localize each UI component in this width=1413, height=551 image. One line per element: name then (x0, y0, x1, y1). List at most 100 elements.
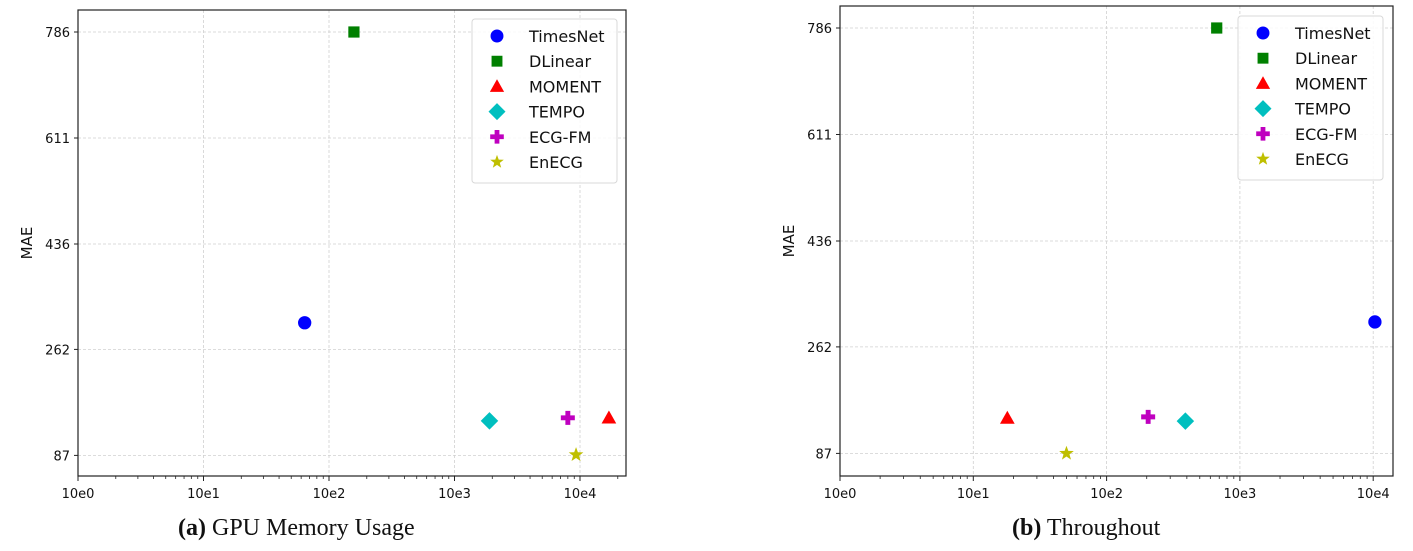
y-tick-label: 436 (45, 238, 70, 253)
legend-item-tempo: TEMPO (1254, 100, 1351, 119)
x-axis: 10e0 10e1 10e2 10e3 10e4 (824, 476, 1390, 500)
y-tick-label: 436 (807, 235, 832, 250)
caption-text: Throughout (1046, 515, 1161, 541)
legend-label: EnECG (529, 153, 583, 172)
y-tick-label: 786 (807, 22, 832, 37)
caption-gpu-memory: (a) GPU Memory Usage (178, 515, 415, 542)
legend-label: DLinear (529, 52, 591, 71)
legend-label: TEMPO (528, 103, 585, 122)
legend-label: MOMENT (529, 77, 601, 96)
y-axis: 87 262 436 611 786 (807, 22, 840, 462)
legend: TimesNet DLinear MOMENT TEMPO ECG-FM EnECG (471, 18, 618, 184)
x-tick-label: 10e4 (1357, 487, 1390, 500)
legend-label: ECG-FM (1295, 125, 1357, 144)
legend-label: MOMENT (1295, 74, 1367, 93)
y-axis-label: MAE (780, 225, 798, 258)
y-axis-label: MAE (18, 227, 36, 260)
y-tick-label: 262 (807, 341, 832, 356)
data-point-tempo (1176, 412, 1195, 430)
circle-marker-icon (298, 316, 312, 330)
diamond-marker-icon (480, 412, 499, 430)
diamond-marker-icon (1176, 412, 1195, 430)
legend-item-ecg-fm: ECG-FM (1256, 125, 1357, 144)
star-marker-icon (490, 154, 504, 168)
y-tick-label: 87 (53, 449, 70, 464)
diamond-marker-icon (488, 103, 506, 121)
square-marker-icon (348, 26, 360, 38)
x-tick-label: 10e0 (62, 487, 95, 500)
legend-item-enecg: EnECG (490, 153, 583, 172)
legend-item-dlinear: DLinear (1257, 49, 1357, 68)
data-points (999, 22, 1382, 460)
plus-marker-icon (1256, 127, 1270, 141)
caption-label: (a) (178, 515, 206, 541)
data-point-moment (601, 410, 617, 424)
x-tick-label: 10e2 (1090, 487, 1123, 500)
y-tick-label: 786 (45, 26, 70, 41)
legend-label: TimesNet (1294, 24, 1371, 43)
legend-item-ecg-fm: ECG-FM (490, 128, 591, 147)
legend-label: TimesNet (528, 27, 605, 46)
data-point-enecg (1059, 445, 1074, 460)
x-tick-label: 10e1 (957, 487, 990, 500)
circle-marker-icon (1368, 315, 1382, 329)
legend: TimesNet DLinear MOMENT TEMPO ECG-FM EnECG (1237, 15, 1384, 181)
square-marker-icon (1211, 22, 1223, 34)
caption-throughput: (b) Throughout (1012, 515, 1160, 542)
data-point-enecg (568, 447, 584, 462)
data-point-ecg-fm (1141, 409, 1156, 424)
circle-marker-icon (1256, 26, 1270, 40)
y-axis: 87 262 436 611 786 (45, 26, 78, 464)
data-point-dlinear (348, 26, 360, 38)
x-tick-label: 10e4 (564, 487, 597, 500)
grid (840, 6, 1393, 476)
data-point-moment (999, 410, 1015, 424)
panel-gpu-memory: 10e0 10e1 10e2 10e3 10e4 87 262 436 611 786 MAE Tim… (0, 0, 700, 551)
legend-item-timesnet: TimesNet (1256, 24, 1371, 43)
scatter-plot-gpu-memory: 10e0 10e1 10e2 10e3 10e4 87 262 436 611 786 MAE Tim… (18, 9, 627, 502)
plus-marker-icon (1141, 409, 1156, 424)
triangle-marker-icon (999, 410, 1015, 424)
square-marker-icon (491, 55, 503, 67)
y-tick-label: 611 (45, 132, 70, 147)
legend-item-enecg: EnECG (1256, 150, 1349, 169)
legend-item-moment: MOMENT (1255, 74, 1367, 93)
data-points (298, 26, 617, 462)
legend-label: DLinear (1295, 49, 1357, 68)
triangle-marker-icon (601, 410, 617, 424)
star-marker-icon (1059, 445, 1074, 460)
scatter-plot-throughput: 10e0 10e1 10e2 10e3 10e4 87 262 436 611 786 MAE Tim… (780, 5, 1394, 500)
legend-item-moment: MOMENT (489, 77, 601, 96)
x-axis: 10e0 10e1 10e2 10e3 10e4 (62, 476, 619, 502)
data-point-ecg-fm (560, 410, 575, 425)
caption-text: GPU Memory Usage (211, 515, 415, 541)
x-tick-label: 10e1 (187, 487, 220, 500)
triangle-marker-icon (1255, 76, 1271, 89)
data-point-dlinear (1211, 22, 1223, 34)
x-tick-label: 10e0 (824, 487, 857, 500)
plus-marker-icon (560, 410, 575, 425)
star-marker-icon (1256, 151, 1270, 165)
circle-marker-icon (490, 29, 504, 43)
triangle-marker-icon (489, 79, 505, 92)
y-tick-label: 611 (807, 129, 832, 144)
x-tick-label: 10e3 (438, 487, 471, 500)
star-marker-icon (568, 447, 584, 462)
caption-label: (b) (1012, 515, 1042, 541)
legend-item-dlinear: DLinear (491, 52, 591, 71)
x-tick-label: 10e2 (313, 487, 346, 500)
x-tick-label: 10e3 (1223, 487, 1256, 500)
diamond-marker-icon (1254, 100, 1272, 118)
y-tick-label: 262 (45, 343, 70, 358)
legend-label: TEMPO (1294, 100, 1351, 119)
data-point-timesnet (1368, 315, 1382, 329)
data-point-tempo (480, 412, 499, 430)
data-point-timesnet (298, 316, 312, 330)
legend-item-tempo: TEMPO (488, 103, 585, 122)
legend-label: EnECG (1295, 150, 1349, 169)
square-marker-icon (1257, 52, 1269, 64)
legend-item-timesnet: TimesNet (490, 27, 605, 46)
plus-marker-icon (490, 130, 504, 144)
axes-frame (77, 9, 627, 477)
